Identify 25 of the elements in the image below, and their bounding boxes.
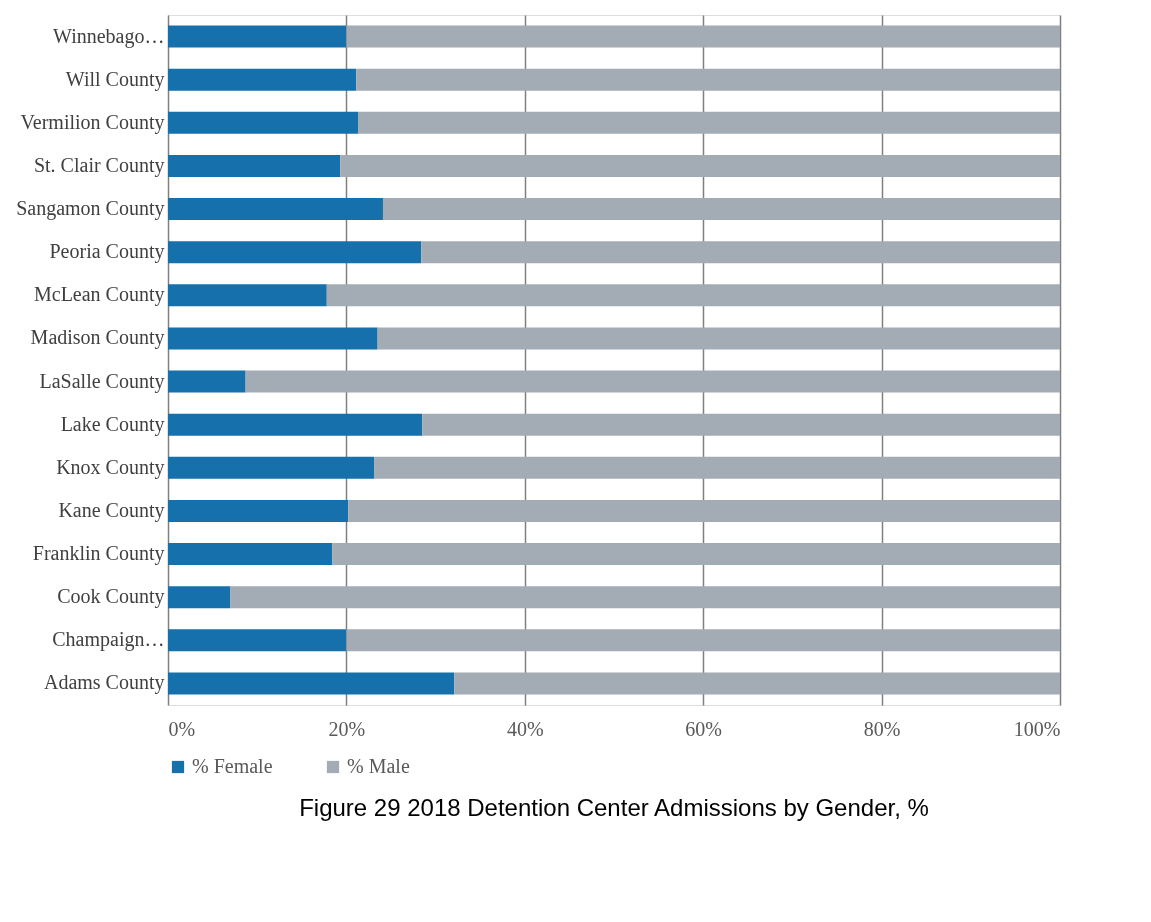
y-tick-label: Kane County [58, 498, 165, 522]
x-tick-label: 20% [328, 717, 366, 740]
y-tick-label: Peoria County [49, 240, 165, 264]
y-tick-label: Franklin County [32, 542, 165, 566]
y-tick-label: Knox County [56, 455, 165, 479]
x-tick-label: 80% [863, 717, 901, 740]
x-tick-label: 60% [685, 717, 723, 740]
y-tick-label: McLean County [33, 283, 165, 307]
y-tick-label: LaSalle County [39, 369, 165, 393]
x-tick-label: 40% [506, 717, 544, 740]
y-tick-label: Champaign… [52, 628, 165, 652]
x-tick-label: 0% [168, 717, 196, 740]
x-tick-label: 100% [1013, 717, 1061, 740]
legend-label: % Male [347, 755, 410, 777]
y-tick-label: Winnebago… [53, 24, 165, 48]
y-tick-label: Vermilion County [20, 110, 165, 134]
y-tick-label: St. Clair County [33, 153, 165, 177]
y-tick-label: Will County [65, 67, 165, 91]
y-tick-label: Cook County [57, 585, 165, 609]
legend-label: % Female [192, 755, 273, 777]
y-tick-label: Adams County [43, 671, 165, 695]
y-tick-label: Sangamon County [16, 197, 165, 221]
y-tick-label: Madison County [30, 326, 165, 350]
y-tick-label: Lake County [60, 412, 165, 436]
text: Figure 29 2018 Detention Center Admissions by Gender, % [299, 794, 929, 821]
